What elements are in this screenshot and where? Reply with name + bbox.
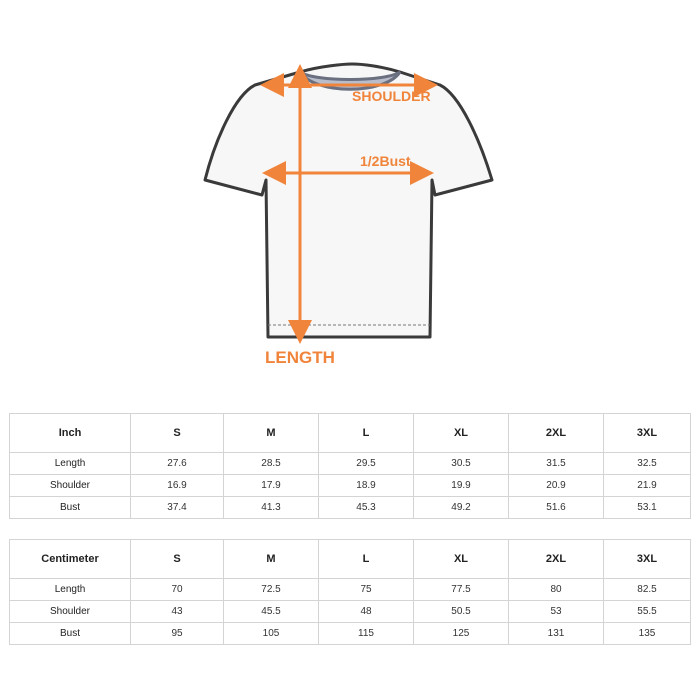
- measurement-cell: 80: [508, 578, 604, 601]
- measurement-cell: 31.5: [508, 452, 604, 475]
- measurement-cell: 43: [130, 600, 224, 623]
- measurement-cell: 115: [318, 622, 414, 645]
- row-label: Bust: [9, 622, 131, 645]
- size-header: L: [318, 413, 414, 453]
- size-header: 3XL: [603, 413, 691, 453]
- measurement-cell: 32.5: [603, 452, 691, 475]
- measurement-cell: 17.9: [223, 474, 319, 497]
- length-label: LENGTH: [265, 348, 335, 367]
- size-header: M: [223, 413, 319, 453]
- table-row: Bust 95 105 115 125 131 135: [9, 622, 691, 645]
- centimeter-size-table: Centimeter S M L XL 2XL 3XL Length 70 72.5 75 77.5 8…: [9, 539, 691, 645]
- measurement-cell: 45.3: [318, 496, 414, 519]
- tshirt-outline: [203, 62, 494, 339]
- size-header: 3XL: [603, 539, 691, 579]
- measurement-cell: 30.5: [413, 452, 509, 475]
- size-header: S: [130, 413, 224, 453]
- size-header: L: [318, 539, 414, 579]
- measurement-cell: 41.3: [223, 496, 319, 519]
- row-label: Shoulder: [9, 474, 131, 497]
- measurement-cell: 105: [223, 622, 319, 645]
- size-header: XL: [413, 539, 509, 579]
- header-row: Inch S M L XL 2XL 3XL: [9, 413, 691, 453]
- measurement-cell: 72.5: [223, 578, 319, 601]
- measurement-cell: 48: [318, 600, 414, 623]
- size-header: 2XL: [508, 539, 604, 579]
- measurement-cell: 29.5: [318, 452, 414, 475]
- table-row: Bust 37.4 41.3 45.3 49.2 51.6 53.1: [9, 496, 691, 519]
- measurement-cell: 37.4: [130, 496, 224, 519]
- size-header: M: [223, 539, 319, 579]
- table-row: Shoulder 43 45.5 48 50.5 53 55.5: [9, 600, 691, 623]
- measurement-cell: 70: [130, 578, 224, 601]
- unit-header: Inch: [9, 413, 131, 453]
- inch-size-table: Inch S M L XL 2XL 3XL Length 27.6 28.5 29.5 30.5 31.…: [9, 413, 691, 519]
- measurement-cell: 20.9: [508, 474, 604, 497]
- row-label: Length: [9, 452, 131, 475]
- table-row: Length 70 72.5 75 77.5 80 82.5: [9, 578, 691, 601]
- unit-header: Centimeter: [9, 539, 131, 579]
- measurement-cell: 16.9: [130, 474, 224, 497]
- measurement-cell: 82.5: [603, 578, 691, 601]
- measurement-cell: 28.5: [223, 452, 319, 475]
- row-label: Length: [9, 578, 131, 601]
- measurement-cell: 49.2: [413, 496, 509, 519]
- measurement-cell: 55.5: [603, 600, 691, 623]
- row-label: Bust: [9, 496, 131, 519]
- header-row: Centimeter S M L XL 2XL 3XL: [9, 539, 691, 579]
- measurement-cell: 95: [130, 622, 224, 645]
- measurement-cell: 21.9: [603, 474, 691, 497]
- measurement-cell: 75: [318, 578, 414, 601]
- table-row: Length 27.6 28.5 29.5 30.5 31.5 32.5: [9, 452, 691, 475]
- size-header: XL: [413, 413, 509, 453]
- measurement-cell: 131: [508, 622, 604, 645]
- measurement-cell: 53: [508, 600, 604, 623]
- measurement-cell: 135: [603, 622, 691, 645]
- bust-label: 1/2Bust: [360, 153, 411, 169]
- measurement-cell: 51.6: [508, 496, 604, 519]
- measurement-cell: 77.5: [413, 578, 509, 601]
- measurement-cell: 27.6: [130, 452, 224, 475]
- measurement-cell: 50.5: [413, 600, 509, 623]
- tshirt-diagram: SHOULDER 1/2Bust LENGTH: [203, 62, 494, 367]
- measurement-cell: 19.9: [413, 474, 509, 497]
- shoulder-label: SHOULDER: [352, 88, 431, 104]
- measurement-cell: 18.9: [318, 474, 414, 497]
- measurement-cell: 53.1: [603, 496, 691, 519]
- row-label: Shoulder: [9, 600, 131, 623]
- measurement-cell: 45.5: [223, 600, 319, 623]
- size-header: 2XL: [508, 413, 604, 453]
- measurement-cell: 125: [413, 622, 509, 645]
- size-header: S: [130, 539, 224, 579]
- table-row: Shoulder 16.9 17.9 18.9 19.9 20.9 21.9: [9, 474, 691, 497]
